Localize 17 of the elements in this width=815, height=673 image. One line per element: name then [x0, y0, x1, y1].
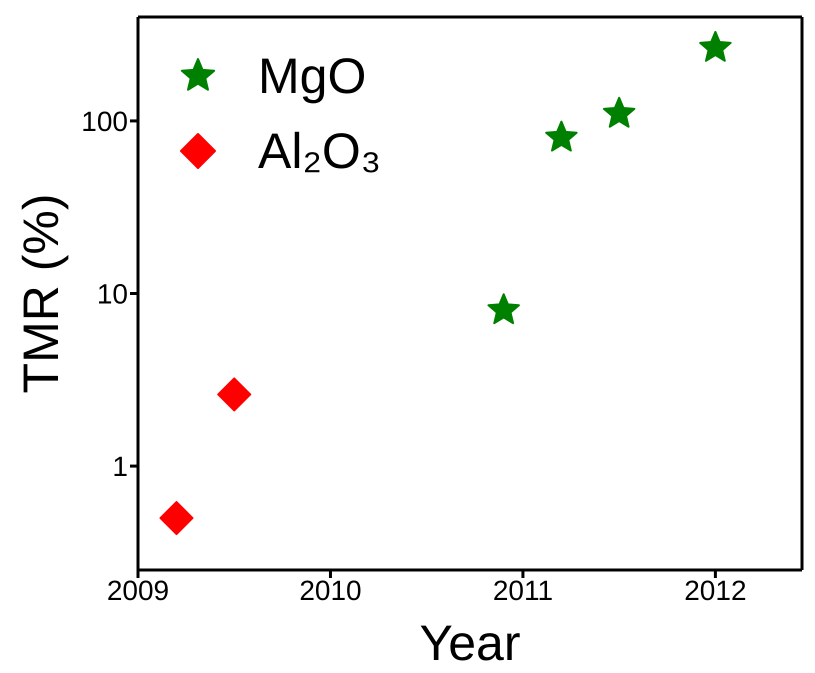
x-tick-label: 2009 [106, 574, 170, 606]
point [487, 293, 520, 324]
y-tick-label: 100 [81, 106, 128, 137]
legend-label: Al₂O₃ [258, 122, 382, 180]
x-tick-label: 2012 [684, 574, 747, 606]
x-tick-label: 2010 [299, 574, 362, 606]
y-axis-title: TMR (%) [12, 194, 69, 394]
y-tick-label: 1 [112, 451, 128, 482]
point [545, 120, 578, 152]
point [159, 501, 194, 536]
legend-label: MgO [258, 46, 366, 104]
x-axis-title: Year [419, 615, 521, 671]
x-tick-label: 2011 [492, 574, 554, 606]
point [602, 96, 636, 128]
y-tick-label: 10 [96, 278, 128, 310]
point [217, 377, 252, 412]
point [699, 30, 732, 62]
